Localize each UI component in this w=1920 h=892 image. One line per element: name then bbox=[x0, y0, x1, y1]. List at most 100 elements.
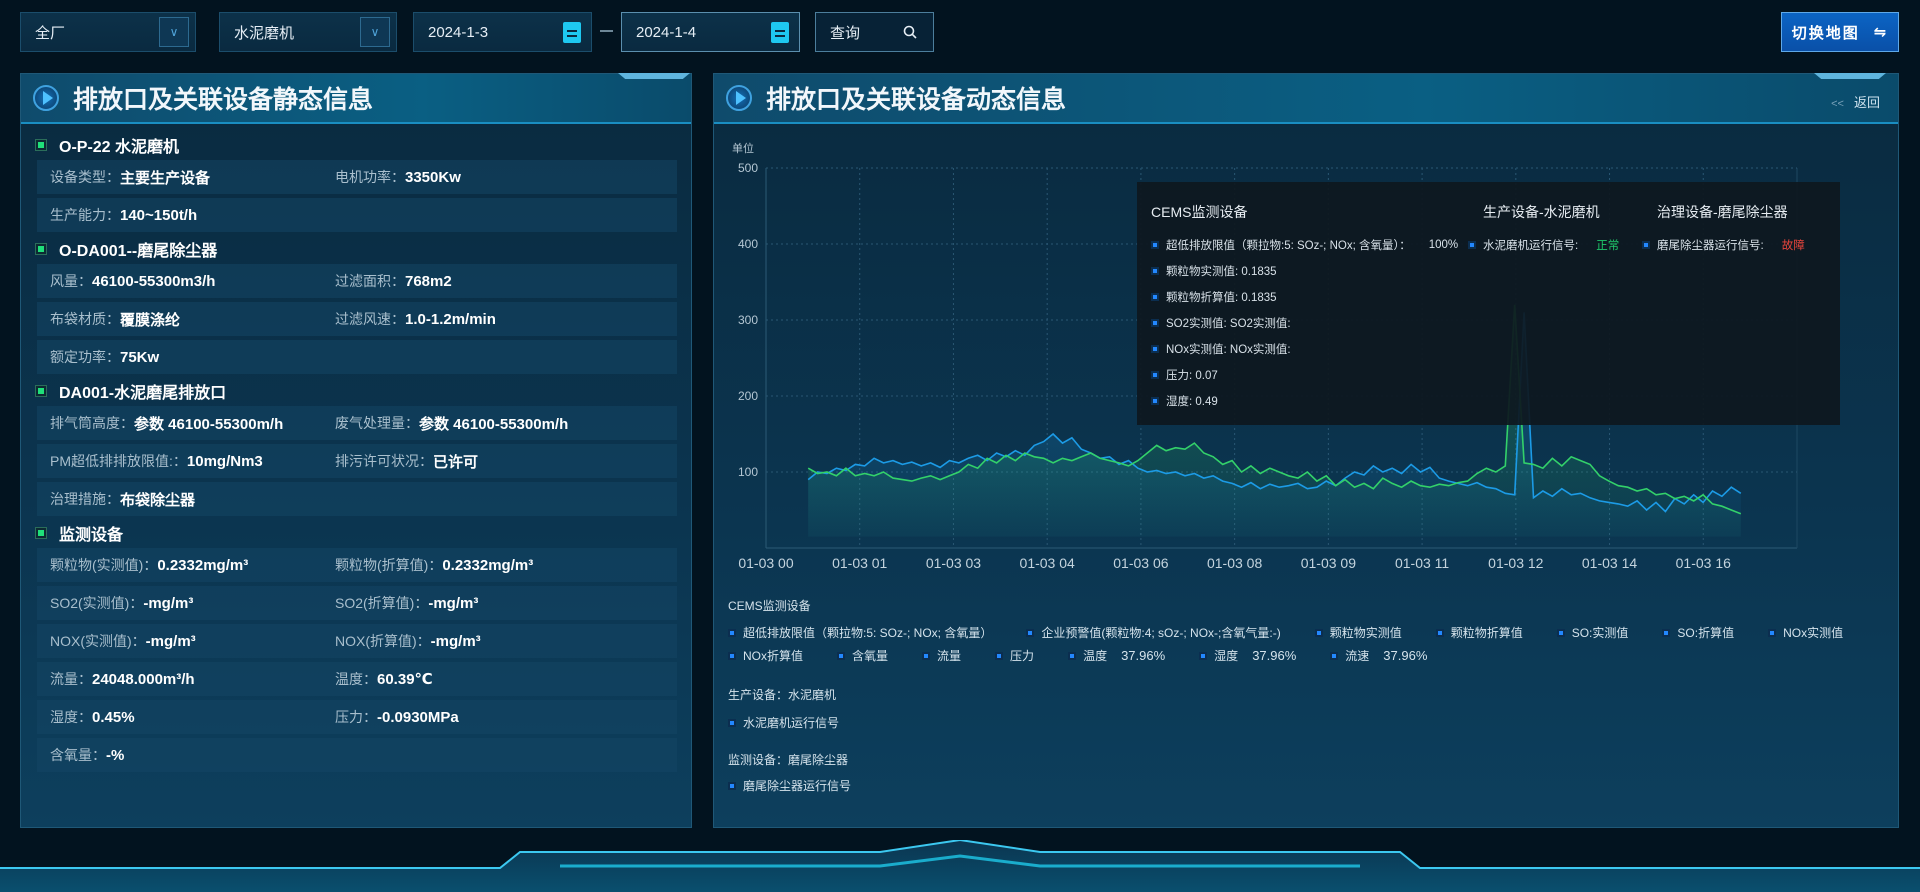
switch-map-label: 切换地图 bbox=[1791, 24, 1860, 42]
green-square-icon bbox=[35, 385, 47, 397]
legend-row: NOx折算值 含氧量 流量 压力 温度 37.96% 湿度 37.96% 流速 37.96% bbox=[728, 647, 1461, 664]
legend-item[interactable]: 企业预警值(颗粒物:4; sOz-; NOx-;含氧气量:-) bbox=[1026, 624, 1281, 641]
field-value: 已许可 bbox=[433, 453, 479, 471]
field-label: SO2(实测值)： bbox=[50, 595, 144, 611]
info-field: 排气筒高度： 参数 46100-55300m/h bbox=[50, 413, 283, 434]
legend-item[interactable]: 流量 bbox=[922, 647, 961, 664]
legend-label: 流速 bbox=[1345, 649, 1370, 663]
info-row: 湿度： 0.45% 压力： -0.0930MPa bbox=[37, 700, 677, 734]
series-line[interactable] bbox=[807, 304, 1742, 515]
info-field: NOX(实测值)： -mg/m³ bbox=[50, 631, 196, 651]
device-select-value: 水泥磨机 bbox=[234, 24, 295, 42]
info-field: 温度： 60.39℃ bbox=[335, 669, 433, 689]
back-label: 返回 bbox=[1853, 95, 1880, 110]
field-value: 75Kw bbox=[120, 348, 160, 366]
legend-item[interactable]: 湿度 37.96% bbox=[1199, 647, 1296, 664]
info-row: PM超低排排放限值:： 10mg/Nm3 排污许可状况： 已许可 bbox=[37, 444, 677, 478]
legend-item[interactable]: SO:实测值 bbox=[1556, 624, 1628, 641]
field-value: 参数 46100-55300m/h bbox=[134, 415, 284, 433]
switch-map-button[interactable]: 切换地图 ⇋ bbox=[1781, 12, 1899, 52]
legend-label: NOx折算值 bbox=[743, 649, 804, 663]
header-notch bbox=[1814, 73, 1886, 79]
legend-item[interactable]: 流速 37.96% bbox=[1330, 647, 1427, 664]
end-date-input[interactable]: 2024-1-4 bbox=[621, 12, 800, 52]
bullet-icon bbox=[1435, 628, 1444, 637]
device-select[interactable]: 水泥磨机 ∨ bbox=[219, 12, 397, 52]
double-chevron-left-icon: << bbox=[1831, 98, 1844, 110]
field-label: 湿度： bbox=[50, 709, 92, 725]
start-date-input[interactable]: 2024-1-3 bbox=[413, 12, 592, 52]
start-date-value: 2024-1-3 bbox=[428, 23, 489, 41]
bullet-icon bbox=[728, 628, 736, 637]
legend-item[interactable]: 超低排放限值（颗拉物:5: SOz-; NOx; 含氧量） bbox=[728, 624, 992, 641]
limit-value: 100% bbox=[1428, 239, 1459, 251]
field-value: -mg/m³ bbox=[145, 632, 196, 650]
static-info-panel: 排放口及关联设备静态信息 O-P-22 水泥磨机 设备类型： 主要生产设备 电机功率：… bbox=[20, 73, 692, 828]
bullet-icon bbox=[1468, 241, 1476, 249]
back-button[interactable]: << 返回 bbox=[1831, 92, 1880, 111]
tooltip-item-text: 超低排放限值（颗拉物:5: SOz-; NOx; 含氧量）： bbox=[1166, 240, 1411, 252]
bullet-icon bbox=[1151, 397, 1159, 405]
field-value: 0.2332mg/m³ bbox=[157, 556, 249, 574]
info-row: 布袋材质： 覆膜涤纶 过滤风速： 1.0-1.2m/min bbox=[37, 302, 677, 336]
field-label: 布袋材质： bbox=[50, 311, 120, 327]
x-tick-label: 01-03 12 bbox=[1488, 555, 1543, 571]
info-field: 治理措施： 布袋除尘器 bbox=[50, 489, 195, 510]
legend-label: 超低排放限值（颗拉物:5: SOz-; NOx; 含氧量） bbox=[743, 626, 993, 640]
field-label: 温度： bbox=[335, 671, 377, 687]
legend-item[interactable]: 含氧量 bbox=[837, 647, 888, 664]
info-field: SO2(实测值)： -mg/m³ bbox=[50, 593, 193, 613]
bullet-icon bbox=[837, 651, 846, 660]
field-label: 含氧量： bbox=[50, 747, 106, 763]
info-row: NOX(实测值)： -mg/m³ NOX(折算值)： -mg/m³ bbox=[37, 624, 677, 658]
legend-item[interactable]: NOx折算值 bbox=[728, 647, 803, 664]
tooltip-cems-item: 压力: 0.07 bbox=[1151, 367, 1218, 383]
info-field: 布袋材质： 覆膜涤纶 bbox=[50, 309, 180, 330]
legend-item[interactable]: 水泥磨机运行信号 bbox=[728, 714, 839, 731]
bullet-icon bbox=[1151, 345, 1159, 353]
calendar-icon[interactable] bbox=[563, 22, 581, 43]
bullet-icon bbox=[1151, 293, 1159, 301]
tooltip-cems-item: 湿度: 0.49 bbox=[1151, 393, 1218, 409]
area-select[interactable]: 全厂 ∨ bbox=[20, 12, 196, 52]
info-field: 排污许可状况： 已许可 bbox=[335, 451, 478, 472]
x-tick-label: 01-03 04 bbox=[1020, 555, 1075, 571]
x-tick-label: 01-03 09 bbox=[1301, 555, 1356, 571]
dynamic-info-panel: 排放口及关联设备动态信息 << 返回 单位 100 200 300 400 500 01-0… bbox=[713, 73, 1899, 828]
tooltip-item-text: 颗粒物折算值: 0.1835 bbox=[1166, 292, 1277, 304]
calendar-icon[interactable] bbox=[771, 22, 789, 43]
info-field: PM超低排排放限值:： 10mg/Nm3 bbox=[50, 451, 263, 471]
series-area bbox=[808, 304, 1741, 537]
chevron-down-icon[interactable]: ∨ bbox=[360, 17, 390, 47]
legend-item[interactable]: 温度 37.96% bbox=[1068, 647, 1165, 664]
series-line[interactable] bbox=[807, 312, 1742, 513]
info-row: SO2(实测值)： -mg/m³ SO2(折算值)： -mg/m³ bbox=[37, 586, 677, 620]
legend-label: 流量 bbox=[937, 649, 962, 663]
field-value: 0.2332mg/m³ bbox=[442, 556, 534, 574]
legend-item[interactable]: 颗粒物折算值 bbox=[1435, 624, 1523, 641]
chevron-down-icon[interactable]: ∨ bbox=[159, 17, 189, 47]
info-field: 电机功率： 3350Kw bbox=[335, 167, 461, 187]
legend-item[interactable]: 磨尾除尘器运行信号 bbox=[728, 777, 851, 794]
area-select-value: 全厂 bbox=[35, 24, 66, 42]
info-field: NOX(折算值)： -mg/m³ bbox=[335, 631, 481, 651]
legend-label: NOx实测值 bbox=[1783, 626, 1844, 640]
x-tick-label: 01-03 11 bbox=[1395, 555, 1449, 571]
legend-item[interactable]: 压力 bbox=[995, 647, 1034, 664]
bullet-icon bbox=[1768, 628, 1777, 637]
info-field: 湿度： 0.45% bbox=[50, 707, 135, 727]
legend-item[interactable]: SO:折算值 bbox=[1662, 624, 1734, 641]
tooltip-treat-item: 磨尾除尘器运行信号: 故障 bbox=[1642, 237, 1805, 253]
search-icon bbox=[903, 25, 917, 39]
info-field: 压力： -0.0930MPa bbox=[335, 707, 459, 727]
info-field: 风量： 46100-55300m3/h bbox=[50, 271, 215, 291]
tooltip-prod-item: 水泥磨机运行信号: 正常 bbox=[1468, 237, 1708, 253]
legend-item[interactable]: NOx实测值 bbox=[1768, 624, 1843, 641]
tooltip-item-text: 湿度: 0.49 bbox=[1166, 396, 1218, 408]
field-label: NOX(实测值)： bbox=[50, 633, 146, 649]
section-title-text: 监测设备 bbox=[59, 527, 124, 544]
bullet-icon bbox=[728, 651, 736, 660]
query-button[interactable]: 查询 bbox=[815, 12, 934, 52]
bullet-icon bbox=[1642, 241, 1650, 249]
legend-item[interactable]: 颗粒物实测值 bbox=[1314, 624, 1402, 641]
